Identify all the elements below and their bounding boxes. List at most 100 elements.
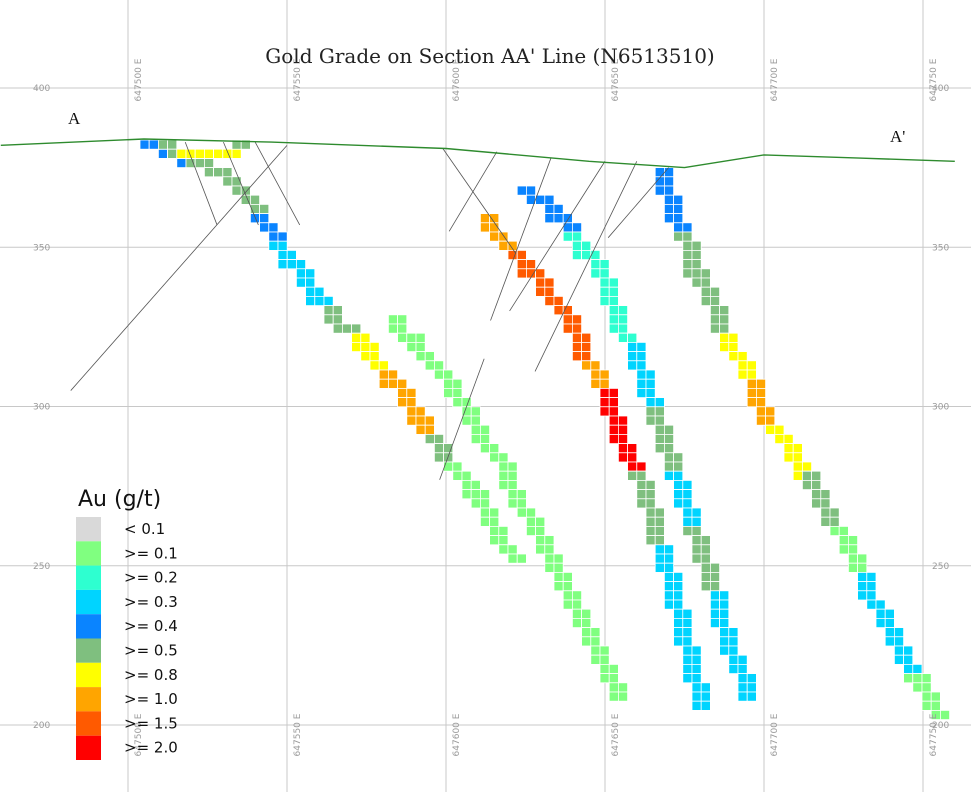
grade-block (811, 470, 822, 481)
grade-block (664, 443, 675, 454)
grade-block (664, 194, 675, 205)
legend-label: >= 1.5 (124, 714, 178, 732)
legend-swatch (76, 517, 101, 542)
grade-block (553, 572, 564, 583)
grade-block (756, 397, 767, 408)
grade-block (599, 259, 610, 270)
grade-block (553, 562, 564, 573)
grade-block (452, 470, 463, 481)
grade-block (654, 185, 665, 196)
drillhole-trace (254, 141, 301, 226)
grade-block (360, 332, 371, 343)
grade-block (203, 167, 214, 178)
grade-block (535, 277, 546, 288)
grade-block (470, 498, 481, 509)
grade-block (710, 608, 721, 619)
grade-block (406, 397, 417, 408)
grade-block (498, 461, 509, 472)
grade-block (424, 351, 435, 362)
grade-block (811, 489, 822, 500)
grade-block (636, 360, 647, 371)
grade-block (590, 654, 601, 665)
grade-block (903, 673, 914, 684)
grade-block (691, 700, 702, 711)
grade-block (452, 378, 463, 389)
grade-block (710, 305, 721, 316)
grade-block (608, 673, 619, 684)
grade-block (700, 682, 711, 693)
grade-block (756, 406, 767, 417)
grade-block (581, 627, 592, 638)
grade-block (572, 222, 583, 233)
grade-block (792, 452, 803, 463)
grade-block (387, 314, 398, 325)
grade-block (636, 479, 647, 490)
grade-block (857, 553, 868, 564)
legend-swatch (76, 638, 101, 663)
grade-block (654, 516, 665, 527)
grade-block (443, 387, 454, 398)
grade-block (387, 323, 398, 334)
grade-block (516, 249, 527, 260)
grade-block (516, 259, 527, 270)
grade-block (875, 599, 886, 610)
grade-block (691, 240, 702, 251)
grade-block (654, 526, 665, 537)
grade-block (452, 387, 463, 398)
grade-block (176, 157, 187, 168)
grade-block (295, 277, 306, 288)
grade-block (452, 397, 463, 408)
grade-block (737, 360, 748, 371)
grade-block (360, 341, 371, 352)
grade-block (636, 489, 647, 500)
grade-block (562, 590, 573, 601)
grade-block (710, 599, 721, 610)
grade-block (737, 654, 748, 665)
legend-swatch (76, 541, 101, 566)
grade-block (848, 535, 859, 546)
grade-block (654, 167, 665, 178)
grade-block (700, 700, 711, 711)
drillhole-trace (607, 167, 669, 238)
grade-block (682, 618, 693, 629)
easting-tick-label-bottom: 647550 E (293, 713, 303, 756)
grade-block (673, 498, 684, 509)
grade-block (710, 295, 721, 306)
grade-block (700, 295, 711, 306)
elevation-tick-label-left: 250 (33, 562, 50, 572)
grade-block (590, 645, 601, 656)
grade-block (139, 139, 150, 150)
grade-block (894, 645, 905, 656)
grade-block (222, 167, 233, 178)
grade-block (691, 535, 702, 546)
grade-block (802, 479, 813, 490)
grade-block (636, 470, 647, 481)
grade-block (507, 470, 518, 481)
grade-block (673, 194, 684, 205)
grade-block (599, 673, 610, 684)
grade-block (728, 341, 739, 352)
grade-block (700, 581, 711, 592)
grade-block (406, 406, 417, 417)
grade-block (645, 378, 656, 389)
grade-block (746, 691, 757, 702)
grade-block (645, 535, 656, 546)
grade-block (544, 562, 555, 573)
grade-block (599, 295, 610, 306)
legend-label: >= 0.5 (124, 642, 178, 660)
grade-block (746, 378, 757, 389)
grade-block (700, 544, 711, 555)
legend-label: >= 2.0 (124, 739, 178, 757)
grade-block (894, 654, 905, 665)
grade-block (912, 664, 923, 675)
grade-block (397, 323, 408, 334)
grade-block (562, 314, 573, 325)
grade-block (461, 415, 472, 426)
grade-block (507, 498, 518, 509)
grade-block (829, 526, 840, 537)
grade-block (378, 360, 389, 371)
legend-swatch (76, 711, 101, 736)
grade-block (645, 507, 656, 518)
grade-block (654, 507, 665, 518)
grade-block (691, 553, 702, 564)
